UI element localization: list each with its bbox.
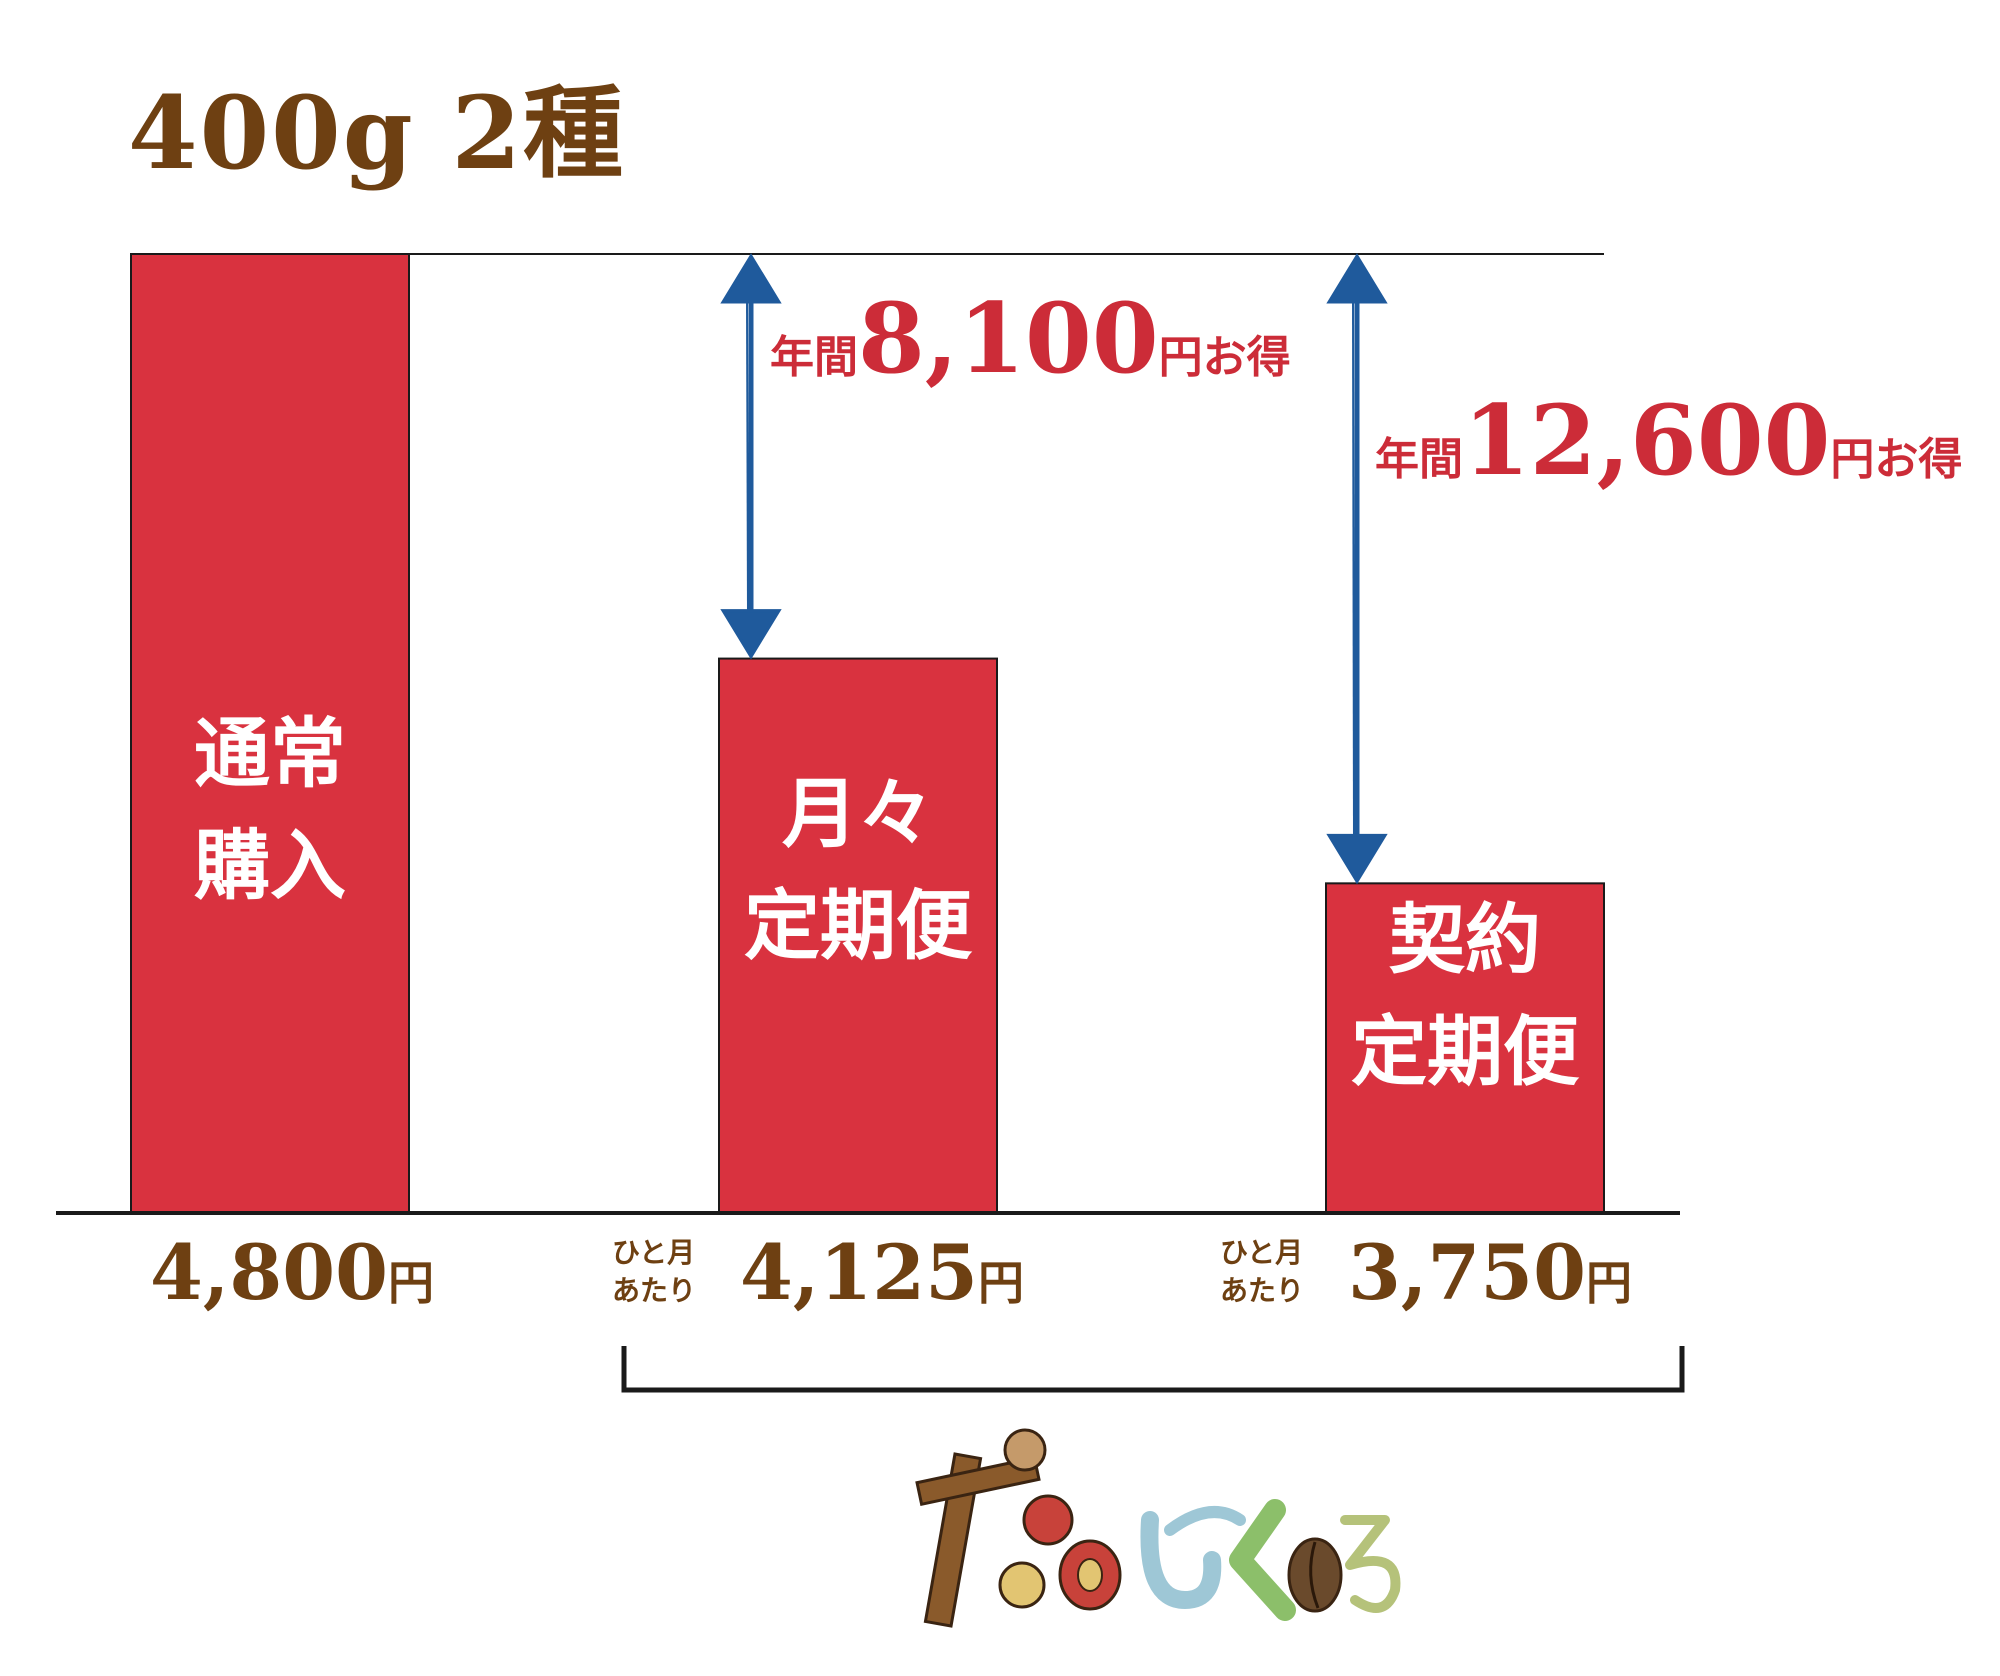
- per-month-label-2: ひと月 あたり: [612, 1236, 697, 1307]
- arrow-head-down: [1326, 833, 1388, 885]
- value-label-3: 3,750円: [1348, 1228, 1632, 1317]
- bar-label-1: 通常 購入: [194, 709, 346, 910]
- savings-annotation-1: 年間8,100円お得: [770, 282, 1291, 395]
- bar-3: [1325, 882, 1605, 1214]
- chart-title: 400g 2種: [128, 74, 626, 192]
- savings-arrow-1: [720, 253, 782, 660]
- value-label-1: 4,800円: [150, 1228, 434, 1317]
- arrow-head-up: [1326, 253, 1388, 304]
- value-label-2: 4,125円: [740, 1228, 1024, 1317]
- per-month-label-3: ひと月 あたり: [1220, 1236, 1305, 1307]
- arrow-head-up: [720, 253, 782, 304]
- subscription-bracket: [621, 1346, 1685, 1393]
- savings-arrow-2: [1326, 253, 1388, 885]
- tanoshikuru-logo: [915, 1428, 1401, 1628]
- bar-2: [718, 657, 998, 1214]
- savings-annotation-2: 年間12,600円お得: [1375, 384, 1963, 497]
- bar-1: [130, 253, 410, 1214]
- bar-label-3: 年間 契約 定期便: [1351, 783, 1579, 1096]
- arrow-head-down: [720, 609, 782, 660]
- bar-label-2: 月々 定期便: [744, 769, 972, 970]
